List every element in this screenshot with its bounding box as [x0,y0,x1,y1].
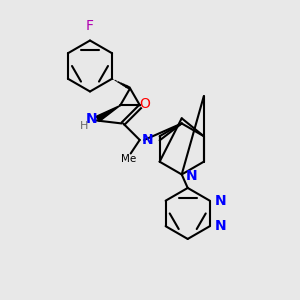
Text: N: N [86,112,98,126]
Text: O: O [139,97,150,111]
Text: N: N [185,169,197,183]
Text: F: F [86,19,94,33]
Text: H: H [80,121,88,131]
Text: Me: Me [121,154,136,164]
Text: N: N [214,194,226,208]
Text: N: N [214,219,226,233]
Polygon shape [96,106,120,122]
Text: N: N [142,133,154,147]
